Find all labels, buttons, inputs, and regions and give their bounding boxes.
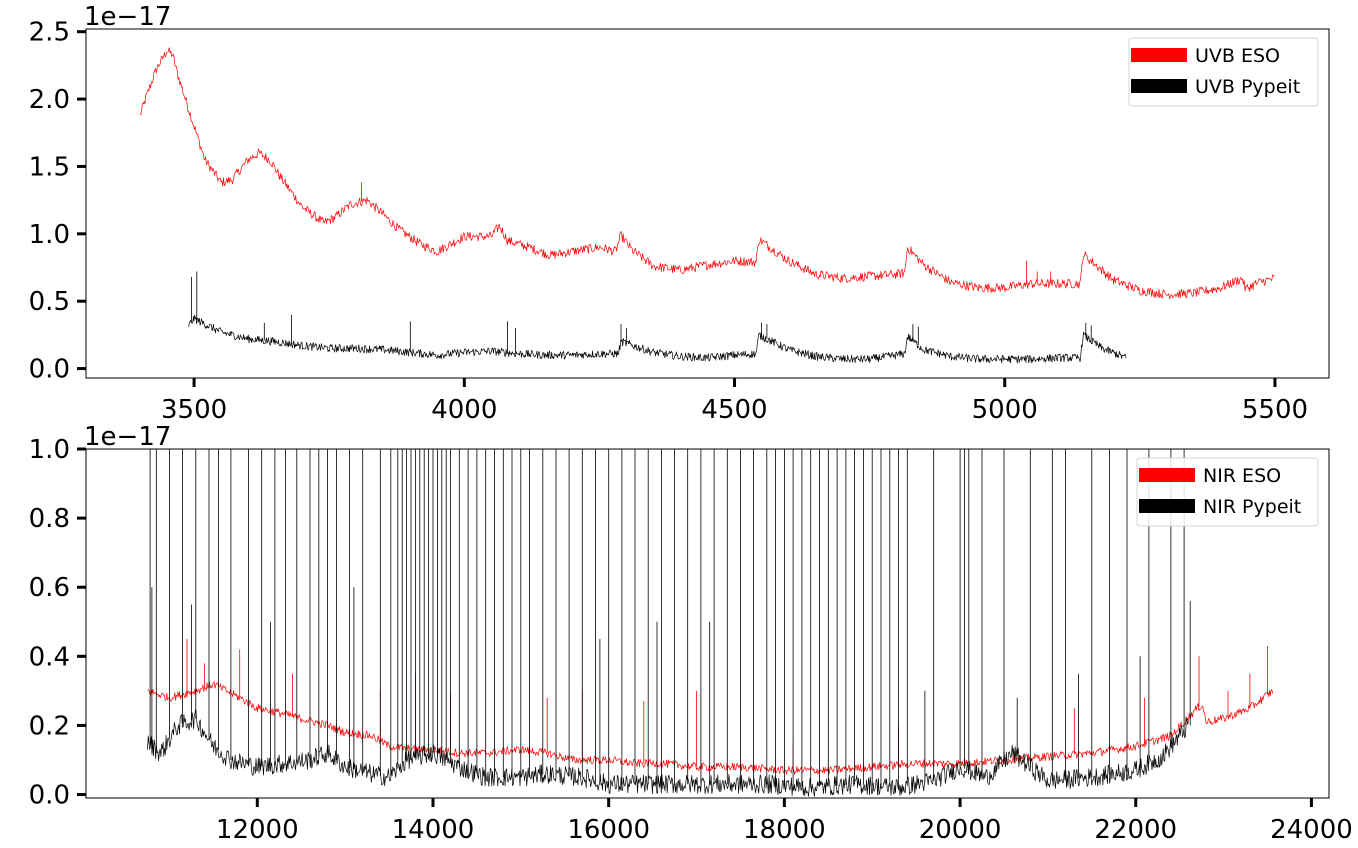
x-tick-label: 24000 xyxy=(1270,815,1353,845)
legend-swatch xyxy=(1139,499,1195,513)
x-tick-label: 18000 xyxy=(743,815,826,845)
axes-frame xyxy=(85,28,1330,379)
y-tick-label: 0.2 xyxy=(29,711,70,741)
series-uvb-eso xyxy=(139,47,1276,300)
x-tick-label: 22000 xyxy=(1094,815,1177,845)
y-offset-text: 1e−17 xyxy=(84,422,171,452)
legend: UVB ESO UVB Pypeit xyxy=(1128,37,1319,107)
x-tick-label: 12000 xyxy=(216,815,299,845)
nir-panel: 12000 14000 16000 18000 20000 22000 24000 0.0 0.… xyxy=(29,422,1353,845)
series-line xyxy=(188,314,1127,364)
y-tick-label: 0.0 xyxy=(29,355,70,385)
y-tick-label: 2.0 xyxy=(29,85,70,115)
x-tick-label: 16000 xyxy=(567,815,650,845)
x-tick-label: 20000 xyxy=(919,815,1002,845)
series-line xyxy=(147,708,1189,797)
y-tick-label: 0.0 xyxy=(29,781,70,811)
y-tick-label: 1.0 xyxy=(29,220,70,250)
y-tick-label: 1.5 xyxy=(29,152,70,182)
y-tick-label: 0.6 xyxy=(29,573,70,603)
y-offset-text: 1e−17 xyxy=(84,2,171,32)
series-line xyxy=(139,47,1276,300)
legend-label: UVB ESO xyxy=(1195,45,1280,67)
x-tick-label: 5500 xyxy=(1242,395,1308,425)
legend-swatch xyxy=(1131,48,1187,62)
legend-label: NIR ESO xyxy=(1203,465,1281,487)
legend-swatch xyxy=(1139,468,1195,482)
y-tick-label: 0.4 xyxy=(29,642,70,672)
axes-frame xyxy=(85,448,1330,799)
legend-swatch xyxy=(1131,79,1187,93)
uvb-panel: 3500 4000 4500 5000 5500 0.0 0.5 1.0 1.5 2.0 2.5 1e… xyxy=(29,2,1330,425)
y-tick-label: 0.5 xyxy=(29,287,70,317)
legend: NIR ESO NIR Pypeit xyxy=(1136,457,1319,527)
x-tick-label: 3500 xyxy=(161,395,227,425)
series-line xyxy=(147,681,1274,775)
y-tick-label: 0.8 xyxy=(29,504,70,534)
x-tick-label: 5000 xyxy=(972,395,1038,425)
x-tick-label: 14000 xyxy=(392,815,475,845)
x-tick-label: 4000 xyxy=(431,395,497,425)
x-tick-label: 4500 xyxy=(701,395,767,425)
y-tick-label: 1.0 xyxy=(29,435,70,465)
y-tick-label: 2.5 xyxy=(29,18,70,48)
legend-label: UVB Pypeit xyxy=(1195,76,1300,98)
series-uvb-pypeit xyxy=(188,271,1127,364)
legend-label: NIR Pypeit xyxy=(1203,496,1301,518)
series-nir-pypeit xyxy=(147,449,1191,797)
